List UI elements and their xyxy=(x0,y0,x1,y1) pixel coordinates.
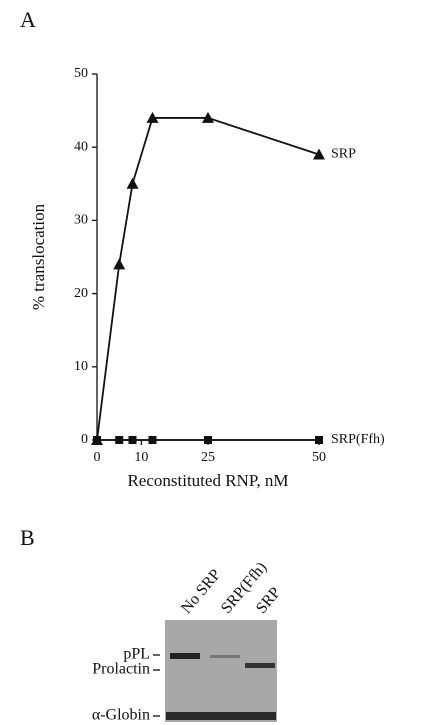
gel-band xyxy=(210,655,240,658)
x-axis-label: Reconstituted RNP, nM xyxy=(127,471,288,490)
x-tick-label: 25 xyxy=(201,450,215,465)
series-label: SRP xyxy=(331,147,356,162)
gel-band xyxy=(170,653,200,659)
x-tick-label: 50 xyxy=(312,450,326,465)
x-tick-label: 10 xyxy=(134,450,148,465)
marker xyxy=(315,436,323,444)
y-tick-label: 20 xyxy=(74,286,88,301)
lane-label: No SRP xyxy=(178,566,225,617)
gel-image xyxy=(165,620,277,722)
y-tick-label: 30 xyxy=(74,213,88,228)
marker xyxy=(129,436,137,444)
y-tick-label: 50 xyxy=(74,66,88,81)
band-label: Prolactin xyxy=(92,661,150,678)
gel xyxy=(165,620,277,722)
y-axis-label: % translocation xyxy=(29,203,48,310)
marker xyxy=(113,258,125,269)
series-label: SRP(Ffh) xyxy=(331,432,385,447)
marker xyxy=(204,436,212,444)
marker xyxy=(149,436,157,444)
lane-label: SRP xyxy=(253,584,284,617)
marker xyxy=(115,436,123,444)
figure: A B 0 10 20 30 40 50 0 10 25 50 Reconstituted RNP,… xyxy=(0,0,436,725)
y-tick-label: 0 xyxy=(81,432,88,447)
y-tick-label: 10 xyxy=(74,359,88,374)
band-label: α-Globin xyxy=(92,707,150,724)
panel-label: B xyxy=(20,525,35,550)
panel-label: A xyxy=(20,7,36,32)
gel-band xyxy=(245,663,275,668)
marker xyxy=(127,178,139,189)
marker xyxy=(93,436,101,444)
x-tick-label: 0 xyxy=(94,450,101,465)
series-line xyxy=(97,118,319,440)
y-tick-label: 40 xyxy=(74,139,88,154)
gel-band xyxy=(166,712,276,720)
